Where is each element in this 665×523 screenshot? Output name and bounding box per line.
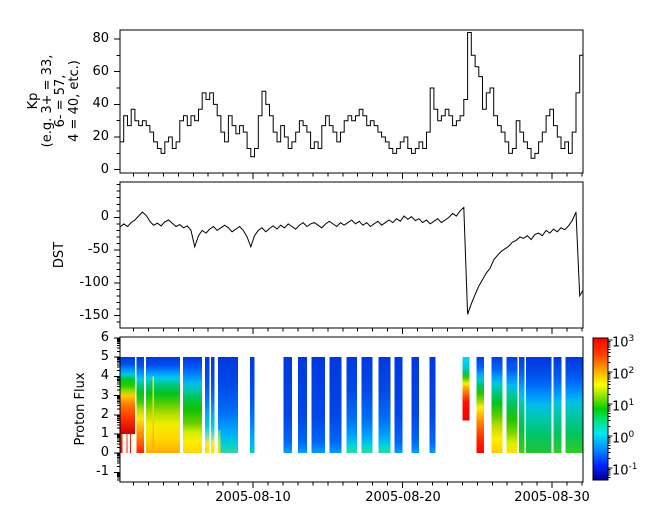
flux-stripe	[429, 357, 436, 454]
kp-axis-title: Kp (e.g. 3+ = 33, 6- = 57, 4 = 40, etc.)	[26, 1, 82, 201]
flux-stripe	[565, 357, 583, 454]
dst-axis-title: DST	[52, 241, 67, 269]
flux-stripe	[217, 357, 238, 454]
flux-stripe	[136, 357, 144, 454]
kp-axis-title-line: 6- = 57,	[53, 74, 68, 128]
flux-stripe	[297, 357, 307, 454]
x-tick-label-2005-08-30: 2005-08-30	[514, 490, 590, 505]
kp-axis-title-line: (e.g. 3+ = 33,	[39, 54, 55, 148]
flux-stripe	[394, 357, 403, 454]
flux-stripe	[283, 357, 292, 454]
kp-axis-title-line: 4 = 40, etc.)	[66, 60, 82, 142]
x-tick-label-2005-08-10: 2005-08-10	[215, 490, 291, 505]
flux-stripe	[329, 357, 342, 454]
flux-stripe	[120, 357, 135, 434]
flux-stripe	[120, 434, 123, 454]
flux-stripe	[411, 357, 419, 454]
flux-stripe	[146, 357, 180, 454]
kp-axis-title-line: Kp	[26, 92, 41, 110]
flux-stripe	[361, 357, 373, 454]
flux-stripe	[205, 357, 210, 454]
flux-stripe	[152, 376, 154, 454]
flux-stripe	[553, 357, 562, 454]
flux-stripe	[525, 357, 552, 454]
flux-stripe	[250, 357, 255, 454]
flux-stripe	[462, 357, 470, 421]
flux-stripe	[126, 434, 128, 454]
kp-series-line	[120, 32, 583, 159]
flux-stripe	[378, 357, 391, 454]
colorbar	[592, 337, 609, 481]
flux-stripe	[217, 430, 221, 454]
flux-stripe	[346, 357, 357, 454]
flux-axis-title: Proton Flux	[73, 372, 88, 446]
flux-stripe	[491, 357, 503, 454]
flux-stripe	[518, 357, 525, 454]
flux-stripe	[211, 357, 215, 454]
dst-series-line	[120, 206, 583, 315]
flux-stripe	[506, 357, 518, 454]
flux-stripe	[182, 357, 203, 454]
flux-stripe	[476, 357, 485, 454]
flux-stripe	[311, 357, 325, 454]
flux-stripe	[130, 434, 132, 454]
x-tick-label-2005-08-20: 2005-08-20	[365, 490, 441, 505]
